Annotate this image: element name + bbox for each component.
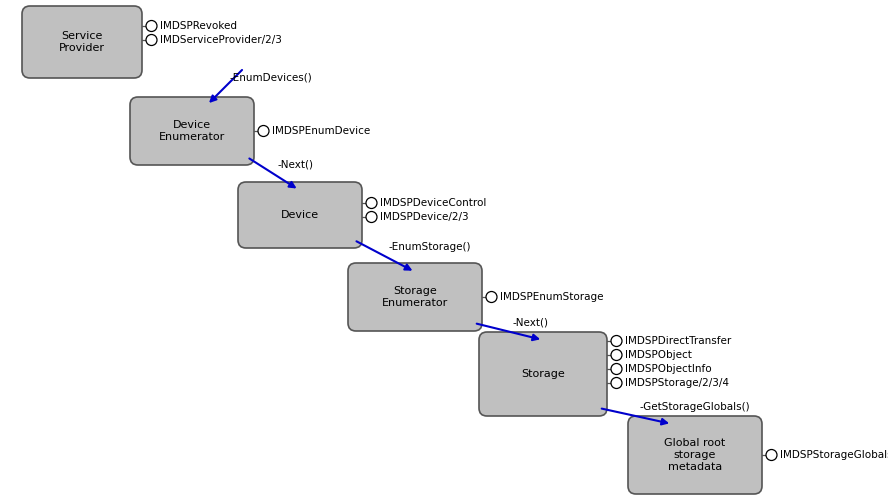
FancyBboxPatch shape xyxy=(22,6,142,78)
Text: Global root
storage
metadata: Global root storage metadata xyxy=(664,438,725,472)
Text: -GetStorageGlobals(): -GetStorageGlobals() xyxy=(639,402,750,412)
FancyBboxPatch shape xyxy=(479,332,607,416)
Circle shape xyxy=(766,450,777,461)
Text: IMDSPDirectTransfer: IMDSPDirectTransfer xyxy=(625,336,731,346)
FancyBboxPatch shape xyxy=(238,182,362,248)
Circle shape xyxy=(258,125,269,137)
Text: Storage: Storage xyxy=(521,369,565,379)
Text: IMDSPObject: IMDSPObject xyxy=(625,350,692,360)
FancyBboxPatch shape xyxy=(130,97,254,165)
Text: -Next(): -Next() xyxy=(277,159,313,169)
Circle shape xyxy=(611,377,622,389)
Circle shape xyxy=(486,291,497,302)
Text: -EnumStorage(): -EnumStorage() xyxy=(389,242,471,252)
FancyBboxPatch shape xyxy=(628,416,762,494)
Text: Service
Provider: Service Provider xyxy=(59,31,105,53)
Text: IMDSPEnumDevice: IMDSPEnumDevice xyxy=(272,126,370,136)
Circle shape xyxy=(366,198,377,209)
Circle shape xyxy=(146,34,157,45)
Circle shape xyxy=(611,336,622,347)
Text: IMDSPObjectInfo: IMDSPObjectInfo xyxy=(625,364,711,374)
Text: IMDServiceProvider/2/3: IMDServiceProvider/2/3 xyxy=(160,35,281,45)
Text: IMDSPEnumStorage: IMDSPEnumStorage xyxy=(500,292,604,302)
Text: IMDSPDeviceControl: IMDSPDeviceControl xyxy=(380,198,487,208)
Text: IMDSPRevoked: IMDSPRevoked xyxy=(160,21,237,31)
Circle shape xyxy=(611,349,622,360)
Text: -Next(): -Next() xyxy=(512,318,549,328)
Text: IMDSPStorageGlobals: IMDSPStorageGlobals xyxy=(780,450,888,460)
FancyBboxPatch shape xyxy=(348,263,482,331)
Circle shape xyxy=(366,212,377,222)
Text: IMDSPDevice/2/3: IMDSPDevice/2/3 xyxy=(380,212,469,222)
Circle shape xyxy=(146,21,157,31)
Text: Device: Device xyxy=(281,210,319,220)
Text: Device
Enumerator: Device Enumerator xyxy=(159,120,226,142)
Circle shape xyxy=(611,363,622,374)
Text: IMDSPStorage/2/3/4: IMDSPStorage/2/3/4 xyxy=(625,378,729,388)
Text: Storage
Enumerator: Storage Enumerator xyxy=(382,286,448,308)
Text: -EnumDevices(): -EnumDevices() xyxy=(229,73,313,83)
